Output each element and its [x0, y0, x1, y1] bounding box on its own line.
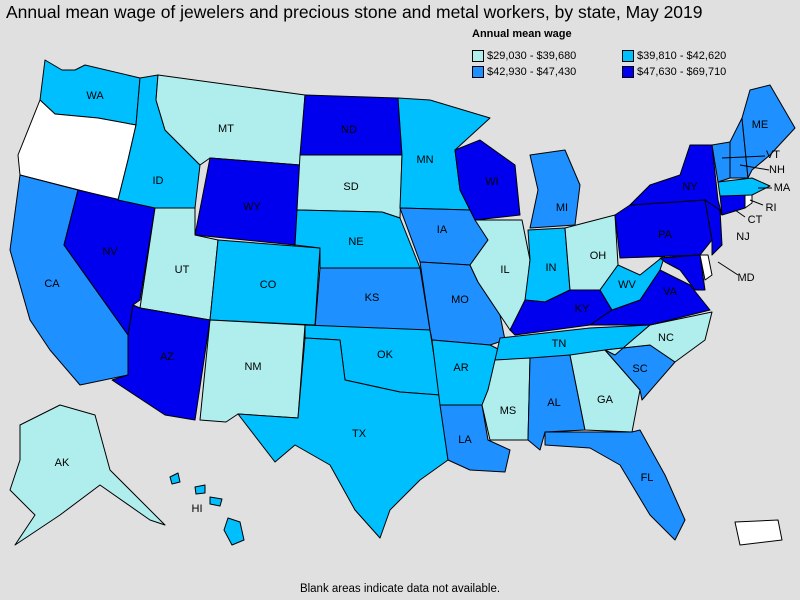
map-title: Annual mean wage of jewelers and preciou…	[6, 2, 703, 22]
label-co: CO	[260, 279, 277, 291]
label-sd: SD	[343, 181, 358, 193]
state-il[interactable]	[469, 219, 531, 331]
label-mt: MT	[218, 123, 234, 135]
label-nd: ND	[341, 124, 357, 136]
legend-label-3: $42,930 - $47,430	[487, 66, 577, 78]
legend-item-2: $39,810 - $42,620	[622, 50, 726, 62]
label-nv: NV	[102, 246, 118, 258]
label-ut: UT	[175, 264, 190, 276]
legend-swatch-4	[622, 66, 634, 78]
label-ct: CT	[748, 214, 763, 226]
label-ga: GA	[597, 394, 614, 406]
legend-swatch-2	[622, 50, 634, 62]
state-de[interactable]	[699, 254, 713, 281]
legend-label-1: $29,030 - $39,680	[487, 50, 577, 62]
state-hi[interactable]	[169, 472, 245, 546]
state-mi[interactable]	[529, 149, 581, 229]
label-ne: NE	[348, 236, 363, 248]
legend-item-3: $42,930 - $47,430	[472, 66, 576, 78]
label-pa: PA	[658, 229, 673, 241]
state-nj[interactable]	[704, 199, 723, 256]
state-ak[interactable]	[9, 404, 166, 546]
state-pr[interactable]	[734, 519, 783, 546]
legend-swatch-1	[472, 50, 484, 62]
state-ma[interactable]	[717, 177, 771, 197]
state-me[interactable]	[741, 84, 796, 179]
label-wa: WA	[86, 90, 104, 102]
label-ny: NY	[682, 181, 698, 193]
label-mn: MN	[416, 154, 433, 166]
label-in: IN	[546, 262, 557, 274]
label-ok: OK	[377, 349, 394, 361]
label-la: LA	[458, 434, 472, 446]
legend-swatch-3	[472, 66, 484, 78]
label-wv: WV	[618, 279, 636, 291]
footnote: Blank areas indicate data not available.	[299, 583, 501, 595]
label-wi: WI	[485, 176, 498, 188]
label-va: VA	[663, 286, 678, 298]
label-nc: NC	[658, 332, 674, 344]
label-ks: KS	[365, 292, 380, 304]
label-me: ME	[752, 119, 769, 131]
legend-item-4: $47,630 - $69,710	[622, 66, 726, 78]
leader-lines	[717, 155, 772, 276]
state-az[interactable]	[111, 304, 211, 421]
label-nm: NM	[244, 361, 261, 373]
label-az: AZ	[160, 351, 174, 363]
legend-label-2: $39,810 - $42,620	[637, 50, 727, 62]
legend-title: Annual mean wage	[472, 28, 572, 40]
label-ak: AK	[55, 457, 70, 469]
label-mi: MI	[556, 202, 568, 214]
state-labels: WA CA NV ID MT WY UT AZ CO NM ND SD NE K…	[44, 90, 791, 515]
legend: Annual mean wage $29,030 - $39,680 $39,8…	[470, 28, 790, 84]
label-fl: FL	[641, 472, 654, 484]
label-vt: VT	[766, 149, 780, 161]
label-ar: AR	[453, 362, 468, 374]
label-mo: MO	[451, 294, 469, 306]
state-wi[interactable]	[454, 139, 521, 221]
label-id: ID	[153, 175, 164, 187]
state-tx[interactable]	[237, 337, 449, 539]
state-wv[interactable]	[599, 254, 666, 311]
label-tn: TN	[552, 338, 567, 350]
label-al: AL	[547, 397, 560, 409]
label-ia: IA	[437, 224, 448, 236]
label-sc: SC	[632, 363, 647, 375]
label-nj: NJ	[736, 231, 749, 243]
label-oh: OH	[590, 250, 607, 262]
label-wy: WY	[243, 201, 261, 213]
legend-item-1: $29,030 - $39,680	[472, 50, 576, 62]
label-hi: HI	[192, 503, 203, 515]
label-ms: MS	[500, 405, 517, 417]
label-md: MD	[737, 272, 754, 284]
label-ky: KY	[575, 303, 590, 315]
state-fl[interactable]	[544, 429, 686, 541]
label-ma: MA	[774, 182, 791, 194]
label-il: IL	[500, 264, 509, 276]
legend-label-4: $47,630 - $69,710	[637, 66, 727, 78]
label-nh: NH	[769, 164, 785, 176]
label-ca: CA	[44, 278, 60, 290]
label-tx: TX	[352, 428, 367, 440]
label-ri: RI	[766, 202, 777, 214]
